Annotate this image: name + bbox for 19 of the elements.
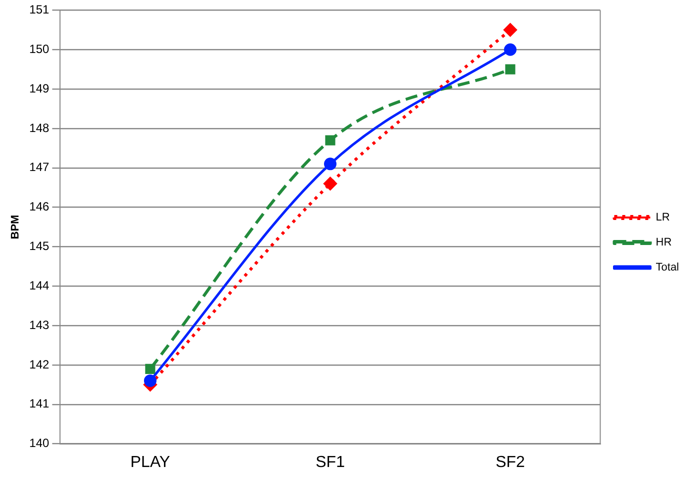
legend-label: LR xyxy=(656,212,670,224)
x-tick-label: SF1 xyxy=(316,454,346,471)
y-tick-label: 150 xyxy=(29,42,50,56)
y-tick-label: 142 xyxy=(29,357,50,372)
x-tick-label: PLAY xyxy=(130,454,170,471)
y-tick-label: 143 xyxy=(29,318,50,332)
x-tick-label: SF2 xyxy=(496,454,526,471)
y-axis-title: BPM xyxy=(10,214,22,240)
y-tick-label: 149 xyxy=(29,81,50,96)
y-tick-label: 151 xyxy=(29,2,50,17)
y-tick-label: 147 xyxy=(29,160,50,174)
y-tick-label: 145 xyxy=(29,239,50,254)
y-tick-label: 148 xyxy=(29,120,50,135)
y-tick-label: 140 xyxy=(29,436,50,450)
y-tick-label: 141 xyxy=(29,396,50,411)
legend-label: HR xyxy=(656,236,672,249)
legend-label: Total xyxy=(656,262,680,274)
y-tick-label: 144 xyxy=(29,278,50,292)
y-tick-label: 146 xyxy=(29,200,50,214)
